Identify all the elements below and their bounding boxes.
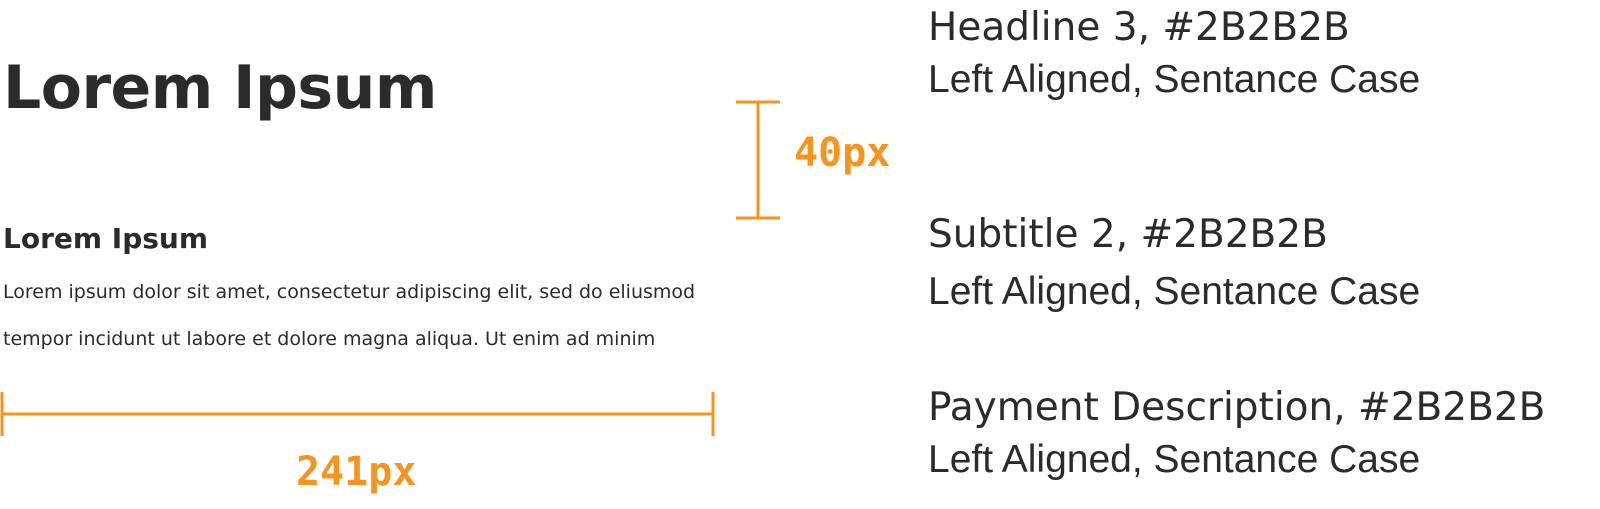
specimen-body-line: Lorem ipsum dolor sit amet, consectetur … (3, 281, 696, 303)
spec-payment-title: Payment Description, #2B2B2B (928, 385, 1546, 430)
width-bracket (0, 392, 715, 436)
specimen-body-line: tempor incidunt ut labore et dolore magn… (3, 328, 656, 350)
spec-headline-title: Headline 3, #2B2B2B (928, 5, 1350, 50)
spec-payment-description: Left Aligned, Sentance Case (928, 438, 1421, 481)
spec-headline-description: Left Aligned, Sentance Case (928, 58, 1421, 101)
width-label: 241px (296, 449, 417, 495)
specimen-headline: Lorem Ipsum (3, 53, 437, 123)
vertical-spacing-bracket (736, 100, 780, 220)
vertical-spacing-label: 40px (794, 130, 891, 176)
spec-subtitle-description: Left Aligned, Sentance Case (928, 270, 1421, 313)
spec-subtitle-title: Subtitle 2, #2B2B2B (928, 212, 1328, 257)
specimen-subtitle: Lorem Ipsum (3, 222, 209, 255)
